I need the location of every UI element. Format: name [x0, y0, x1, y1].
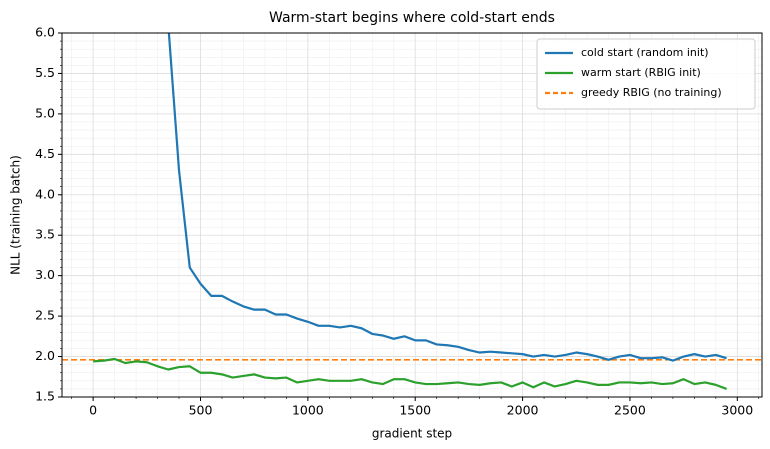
y-tick-label: 3.5: [35, 227, 55, 242]
chart-title: Warm-start begins where cold-start ends: [269, 10, 555, 26]
line-series: [167, 33, 727, 362]
y-tick-label: 6.0: [35, 25, 55, 40]
y-tick-label: 4.5: [35, 146, 55, 161]
y-tick-label: 3.0: [35, 267, 55, 282]
legend-box: [536, 38, 756, 110]
y-axis-label: NLL (training batch): [9, 155, 23, 275]
y-tick-label: 5.0: [35, 105, 55, 120]
plot-area: [62, 33, 762, 390]
x-tick-label: 3000: [721, 403, 753, 418]
x-tick-label: 1000: [292, 403, 324, 418]
legend-label: warm start (RBIG init): [581, 66, 701, 79]
legend-label: greedy RBIG (no training): [581, 86, 722, 99]
y-tick-label: 1.5: [35, 389, 55, 404]
legend-label: cold start (random init): [581, 46, 709, 59]
plot-frame: [61, 32, 763, 398]
legend: cold start (random init) warm start (RBIG…: [536, 38, 756, 110]
y-tick-label: 4.0: [35, 186, 55, 201]
x-tick-label: 0: [89, 403, 97, 418]
y-tick-label: 2.0: [35, 348, 55, 363]
x-tick-label: 2000: [507, 403, 539, 418]
y-tick-label: 2.5: [35, 308, 55, 323]
y-tick-label: 5.5: [35, 65, 55, 80]
x-axis-label: gradient step: [372, 427, 452, 441]
line-series: [93, 357, 727, 390]
x-tick-label: 500: [189, 403, 213, 418]
x-tick-label: 2500: [614, 403, 646, 418]
x-tick-label: 1500: [399, 403, 431, 418]
